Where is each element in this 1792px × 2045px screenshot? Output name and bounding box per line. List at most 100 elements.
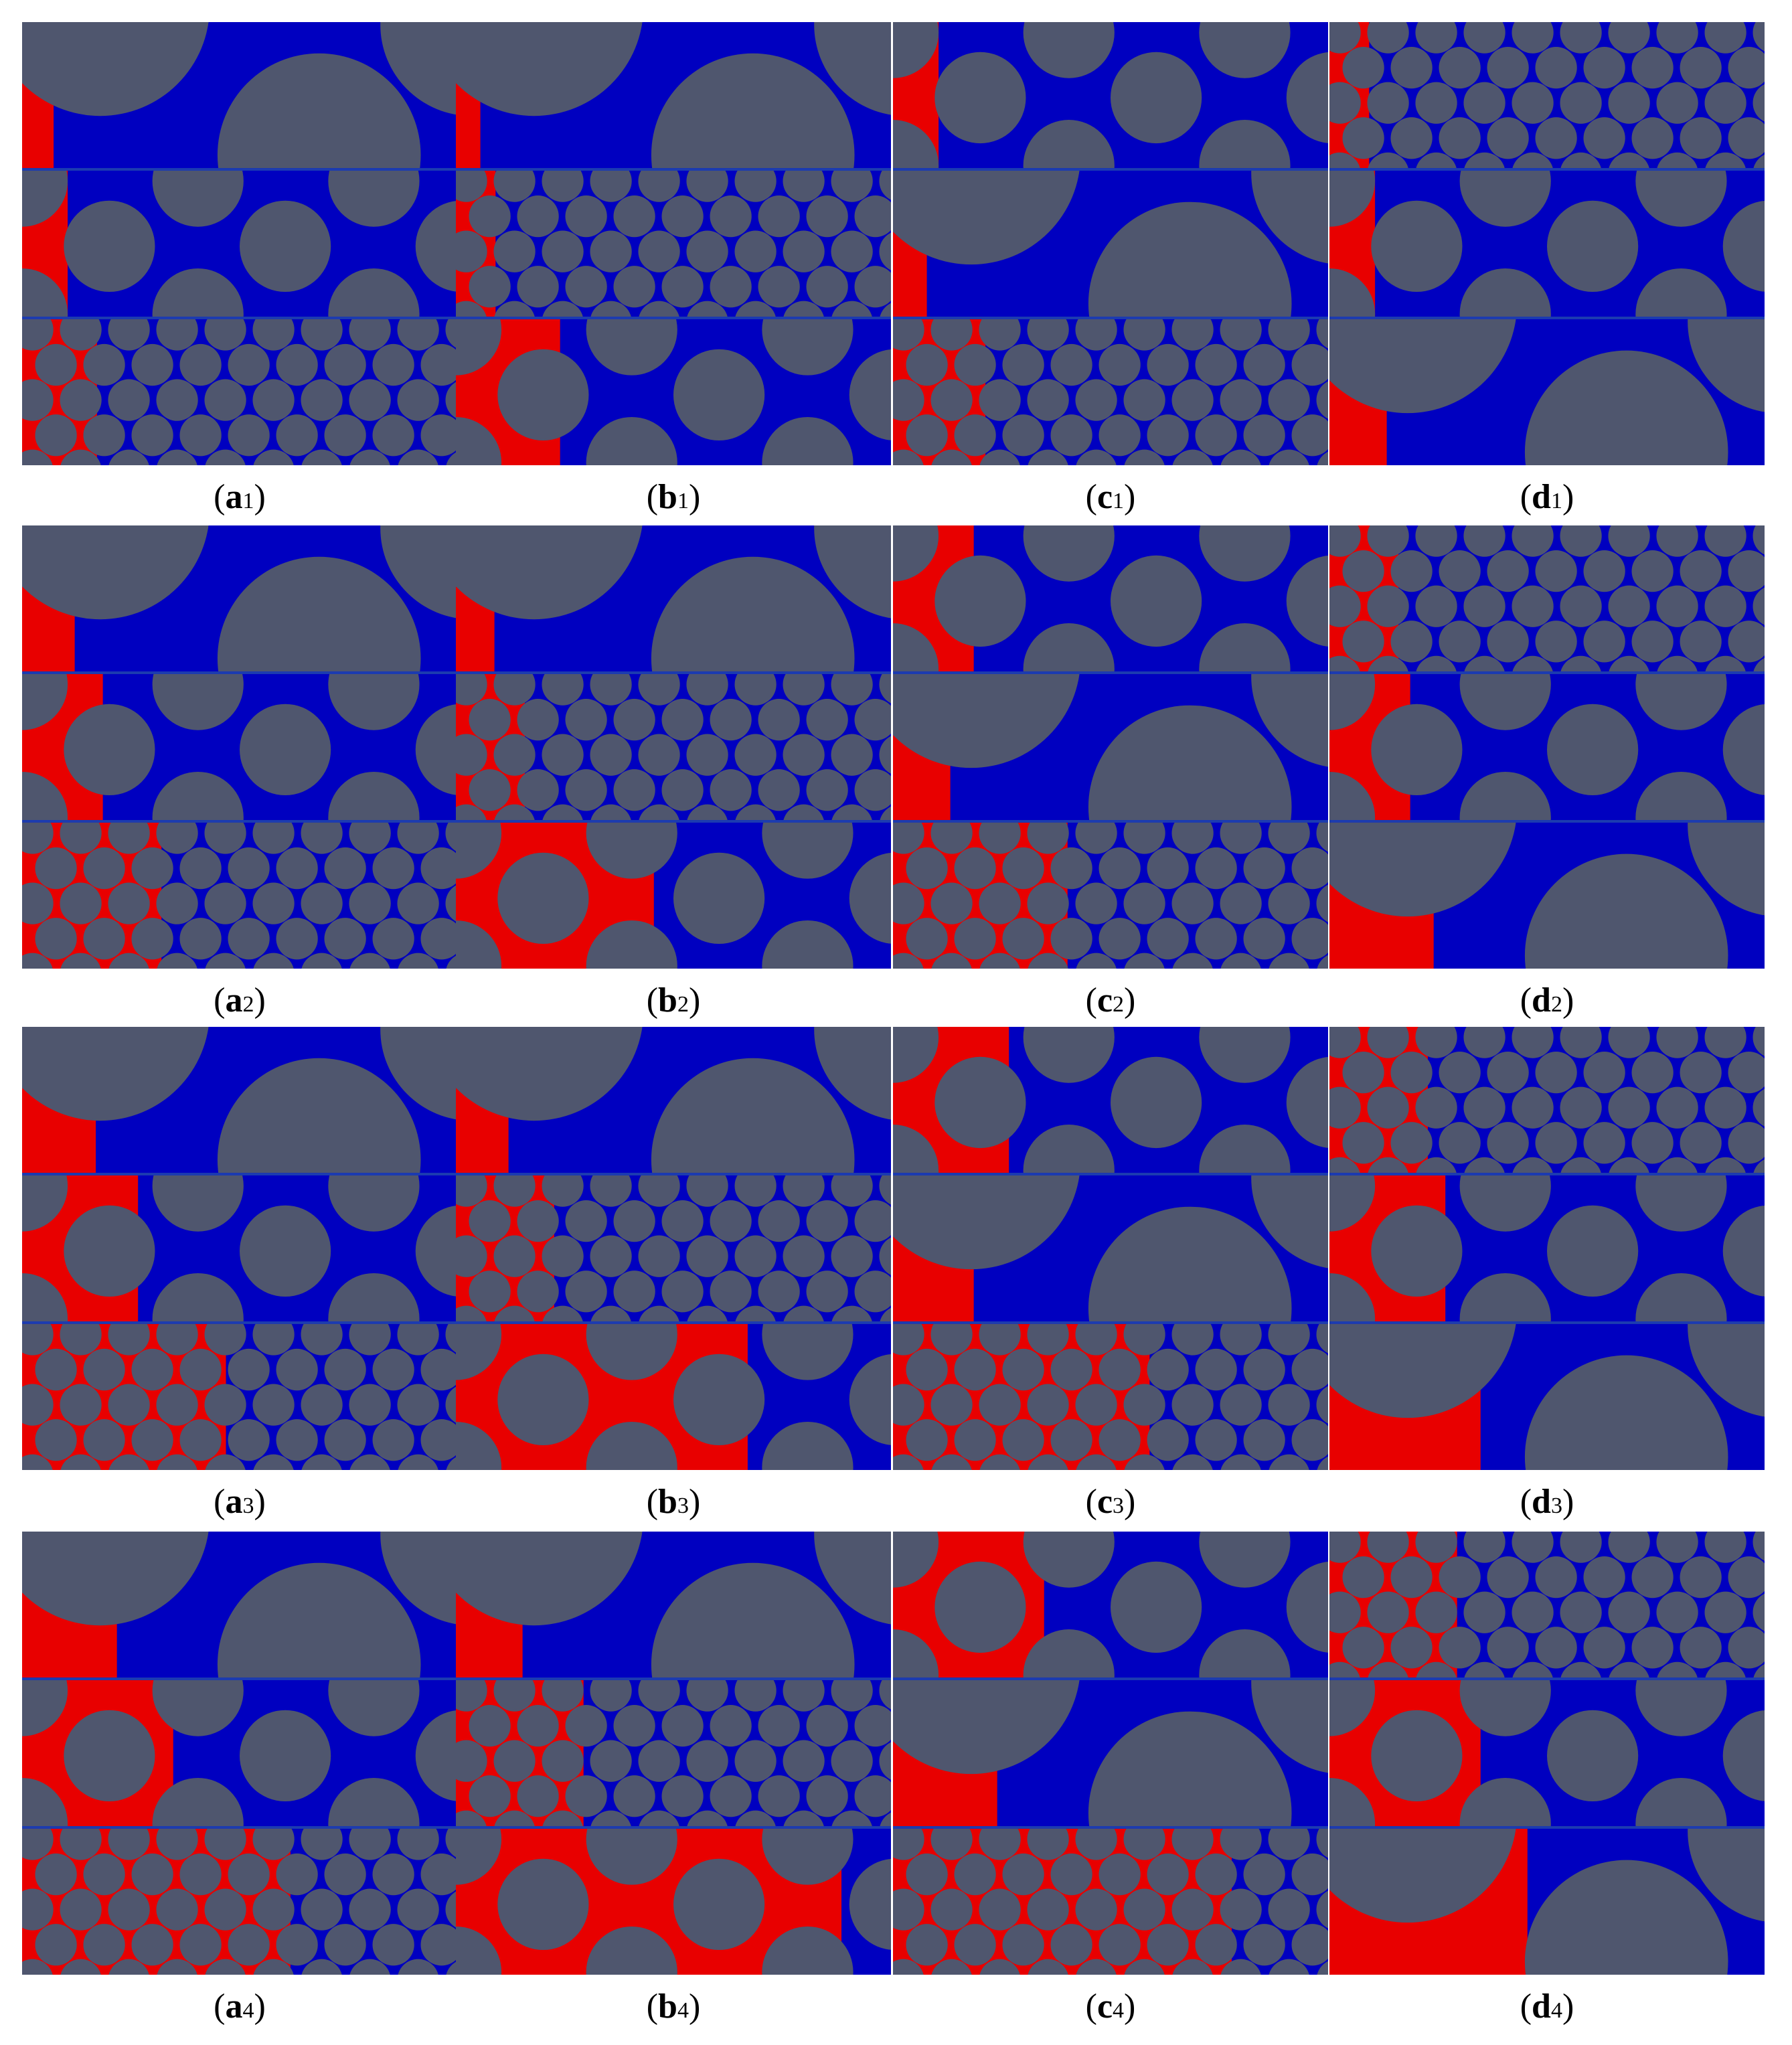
grain (1269, 1454, 1309, 1470)
label-letter: c (1096, 1987, 1113, 2026)
grain (131, 414, 173, 457)
grain (613, 769, 655, 811)
grain (156, 319, 198, 351)
grain (1076, 953, 1117, 969)
grain (1329, 525, 1361, 557)
grain (1583, 1051, 1625, 1094)
grain (710, 1271, 752, 1313)
grain (687, 1810, 728, 1827)
grain (1171, 319, 1214, 351)
grain (954, 1924, 996, 1966)
grain (1220, 1828, 1262, 1860)
grain (156, 1888, 198, 1931)
grain (1002, 1924, 1044, 1966)
grain (1342, 46, 1384, 89)
grain (1704, 1086, 1746, 1129)
grain (735, 1810, 776, 1827)
grain (638, 1740, 680, 1782)
grain (217, 53, 421, 169)
grain (372, 847, 414, 890)
grain (60, 1959, 101, 1975)
simulation-panel (893, 22, 1328, 465)
grain (565, 1200, 607, 1242)
grain (783, 734, 825, 776)
grain (1291, 1419, 1328, 1461)
grain (22, 1888, 54, 1931)
grain (420, 918, 457, 960)
strip (1329, 22, 1765, 169)
grain (205, 1959, 246, 1975)
grain (1608, 525, 1650, 557)
grain (542, 301, 583, 317)
grain (542, 1740, 584, 1782)
separator (456, 168, 891, 171)
grain (60, 1888, 102, 1931)
grain (930, 1323, 973, 1356)
grain (710, 769, 752, 811)
grain (1728, 621, 1765, 663)
strip (456, 22, 891, 169)
grain (758, 266, 800, 308)
grain (204, 1384, 246, 1426)
grain (204, 1828, 246, 1860)
label-sub: 4 (677, 1998, 689, 2023)
grain (1390, 117, 1433, 159)
grain (35, 343, 77, 386)
grain (710, 1775, 752, 1817)
grain (661, 195, 704, 238)
grain (893, 882, 924, 924)
separator (22, 820, 457, 823)
strip (893, 673, 1328, 821)
label-letter: d (1532, 1483, 1551, 1521)
grain (1688, 1828, 1765, 1922)
grain (1439, 1627, 1481, 1669)
grain (710, 195, 752, 238)
grain (586, 1926, 677, 1975)
grain (1415, 1086, 1457, 1129)
simulation-panel (1329, 525, 1765, 969)
grain (22, 22, 209, 116)
separator (22, 1826, 457, 1829)
grain (252, 1384, 295, 1426)
grain (565, 769, 607, 811)
grain (542, 1305, 583, 1322)
grain (686, 1740, 728, 1782)
grain (1608, 1591, 1650, 1633)
grain (880, 1307, 891, 1322)
grain (1680, 1122, 1722, 1164)
grain (1459, 1175, 1551, 1232)
grain (204, 379, 246, 421)
label-open: ( (1085, 981, 1097, 1019)
grain (1171, 1384, 1214, 1426)
grain (1487, 1051, 1529, 1094)
grain (1123, 1323, 1165, 1356)
grain (1286, 52, 1328, 143)
separator (1329, 1173, 1765, 1175)
grain (152, 1175, 244, 1232)
grain (1147, 1348, 1189, 1391)
grain (204, 1888, 246, 1931)
grain (710, 1200, 752, 1242)
label-close: ) (1124, 478, 1136, 516)
separator (456, 1321, 891, 1324)
grain (1656, 525, 1698, 557)
grain (1583, 1556, 1625, 1599)
grain (1656, 22, 1698, 54)
grain (324, 343, 366, 386)
grain (880, 806, 891, 821)
grain (762, 319, 853, 376)
grain (108, 379, 150, 421)
grain (349, 379, 391, 421)
grain (420, 343, 457, 386)
grain (1023, 1125, 1115, 1173)
grain (686, 230, 728, 272)
grain (83, 343, 125, 386)
grain (131, 1419, 173, 1461)
panel-label: (b4) (456, 1987, 891, 2026)
grain (1050, 1348, 1092, 1391)
grain (1329, 585, 1361, 627)
grain (1705, 152, 1746, 169)
grain (22, 1175, 68, 1232)
grain (1329, 1532, 1361, 1563)
grain (328, 268, 420, 317)
